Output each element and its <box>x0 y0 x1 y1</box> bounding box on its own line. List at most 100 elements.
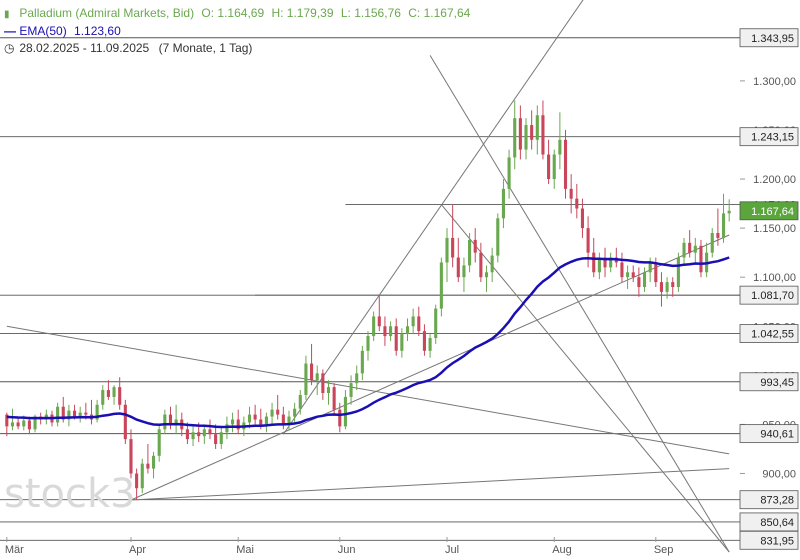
candle-body <box>620 262 624 278</box>
y-axis: 1.350,001.300,001.250,001.200,001.150,00… <box>740 27 796 530</box>
candle-body <box>699 245 703 273</box>
candle-body <box>727 210 731 214</box>
candle-body <box>225 424 229 433</box>
y-tick-label: 900,00 <box>762 468 796 480</box>
trendline <box>440 204 730 553</box>
candle-body <box>710 233 714 253</box>
candle-body <box>451 237 455 258</box>
candle-body <box>315 373 319 381</box>
candle-body <box>377 316 381 327</box>
x-tick-label: Mai <box>236 544 254 556</box>
candle-body <box>10 422 15 427</box>
candle-body <box>654 262 658 283</box>
x-tick-label: Apr <box>129 544 146 556</box>
price-level-label-box <box>739 285 799 305</box>
candle-body <box>236 419 240 430</box>
candle-body <box>642 272 647 287</box>
candle-body <box>682 242 686 258</box>
candle-body <box>219 432 223 445</box>
candle-body <box>16 422 20 427</box>
date-range: 28.02.2025 - 11.09.2025 <box>19 41 150 55</box>
price-level-label-box <box>739 372 799 392</box>
instrument-name: Palladium (Admiral Markets, Bid) <box>19 6 195 20</box>
candle-body <box>383 326 387 337</box>
candle-body <box>400 334 404 351</box>
candle-body <box>67 410 71 420</box>
candle-body <box>197 432 201 437</box>
period-label: (7 Monate, 1 Tag) <box>158 41 253 55</box>
candle-body <box>366 336 370 351</box>
price-level-label-box <box>739 490 799 510</box>
candle-body <box>276 409 280 415</box>
instrument-row: ▮ Palladium (Admiral Markets, Bid) O: 1.… <box>4 5 470 23</box>
candle-body <box>716 233 720 238</box>
candle-body <box>84 412 88 415</box>
candle-body <box>501 188 505 219</box>
candle-body <box>603 257 607 268</box>
candle-body <box>287 416 291 425</box>
candle-body <box>473 239 477 253</box>
candle-body <box>496 218 500 256</box>
price-level-label-text: 993,45 <box>760 377 794 389</box>
candle-body <box>298 394 302 409</box>
trendline <box>429 55 730 553</box>
candle-body <box>648 262 652 273</box>
candle-body <box>575 198 579 209</box>
candle-body <box>462 265 466 278</box>
candle-body <box>524 125 528 150</box>
price-level-label-text: 1.243,15 <box>751 132 794 144</box>
ema-row: — EMA(50) 1.123,60 <box>4 23 470 40</box>
candle-body <box>535 115 539 140</box>
candle-body <box>530 125 534 140</box>
candle-body <box>95 404 99 420</box>
x-axis: Mär Apr Mai Jun Jul Aug Sep <box>5 537 673 556</box>
candle-body <box>146 463 150 469</box>
candle-body <box>129 439 133 474</box>
ema-line-icon: — <box>4 24 16 38</box>
watermark-logo: stock3 <box>4 471 136 517</box>
price-level-label-text: 1.343,95 <box>751 33 794 45</box>
candle-body <box>135 473 139 489</box>
candle-body <box>78 412 82 417</box>
candle-body <box>592 252 596 273</box>
candle-body <box>208 429 212 435</box>
candle-body <box>507 157 511 189</box>
price-level-label-box <box>739 127 799 147</box>
candle-body <box>422 331 426 351</box>
candle-body <box>332 387 336 410</box>
candle-body <box>343 396 347 427</box>
candle-body <box>61 406 65 420</box>
ema-line <box>6 256 730 429</box>
price-level-label-text: 850,64 <box>760 517 794 529</box>
candle-body <box>439 262 443 309</box>
y-tick-label: 1.100,00 <box>753 272 796 284</box>
candle-body <box>22 420 26 427</box>
high-value: H: 1.179,39 <box>271 6 334 20</box>
candle-body <box>72 410 77 417</box>
range-row: ◷ 28.02.2025 - 11.09.2025 (7 Monate, 1 T… <box>4 40 470 57</box>
candle-body <box>558 139 562 155</box>
candle-body <box>270 409 274 417</box>
candle-body <box>659 282 664 292</box>
candle-body <box>360 350 364 374</box>
candle-body <box>202 429 206 437</box>
candle-body <box>547 154 551 180</box>
price-level-label-box <box>739 424 799 444</box>
candle-body <box>151 455 156 469</box>
y-tick-label: 1.200,00 <box>753 174 796 186</box>
candle-body <box>259 419 263 425</box>
trendline <box>6 325 730 455</box>
candle-body <box>631 272 635 278</box>
price-level-lines <box>0 37 740 541</box>
candle-body <box>693 245 697 253</box>
trendline <box>130 234 730 501</box>
candle-body <box>580 208 585 229</box>
candle-body <box>721 213 726 238</box>
price-level-label-text: 940,61 <box>760 429 794 441</box>
close-value: C: 1.167,64 <box>408 6 471 20</box>
candle-body <box>304 363 308 395</box>
price-level-label-box <box>739 530 799 550</box>
price-level-label-box <box>739 28 799 48</box>
candle-body <box>484 272 489 278</box>
